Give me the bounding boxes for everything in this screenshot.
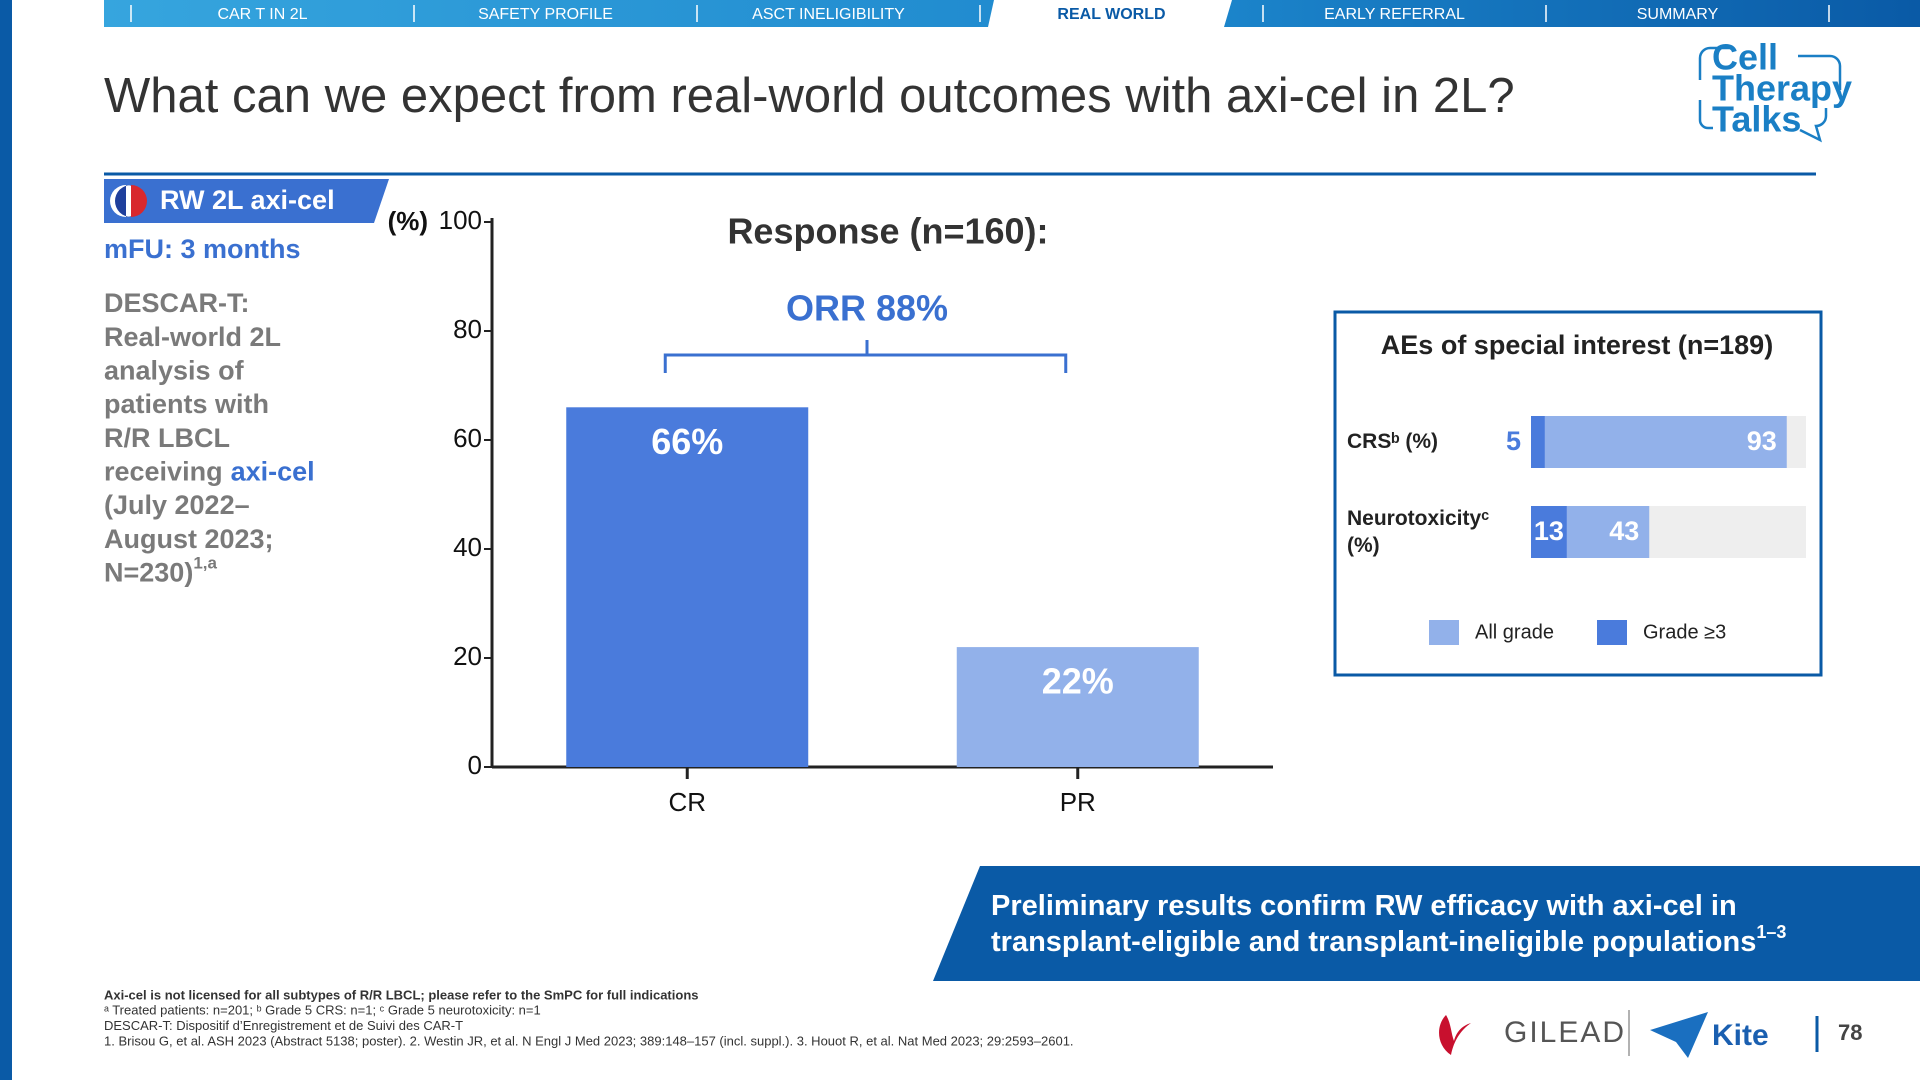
tag-text: RW 2L axi-cel xyxy=(160,185,335,215)
superscript: 1–3 xyxy=(1756,922,1786,942)
data-label: 66% xyxy=(651,421,723,462)
ae-box xyxy=(1333,310,1823,677)
y-tick-label: 100 xyxy=(439,205,482,235)
chart-title: Response (n=160): xyxy=(727,211,1048,252)
description-drug: axi-cel xyxy=(231,457,315,487)
banner-text: Preliminary results confirm RW efficacy … xyxy=(991,890,1737,922)
logo-bubble xyxy=(1698,100,1828,143)
followup: mFU: 3 months xyxy=(104,234,301,264)
superscript: 1,a xyxy=(193,554,217,573)
slide-title: What can we expect from real-world outco… xyxy=(104,69,1515,123)
x-tick-label: PR xyxy=(1060,787,1096,817)
legend-swatch xyxy=(1597,620,1627,645)
data-label: 93 xyxy=(1747,426,1777,456)
description-text: August 2023; xyxy=(104,524,274,554)
category-label: CRSᵇ (%) xyxy=(1347,430,1439,453)
nav-tab: SUMMARY xyxy=(1637,6,1719,23)
bar xyxy=(1531,416,1545,468)
y-tick-label: 0 xyxy=(468,750,482,780)
description-line: patients with xyxy=(104,389,269,419)
description-text: N=230) xyxy=(104,558,193,588)
data-label: 22% xyxy=(1042,661,1114,702)
nav-tab: ASCT INELIGIBILITY xyxy=(752,6,905,23)
description-text: receiving xyxy=(104,457,223,487)
x-tick-label: CR xyxy=(668,787,706,817)
footnote: ᵃ Treated patients: n=201; ᵇ Grade 5 CRS… xyxy=(104,1003,541,1018)
y-tick-label: 20 xyxy=(453,641,482,671)
banner-line: Preliminary results confirm RW efficacy … xyxy=(991,890,1737,922)
logo-bubble xyxy=(1698,46,1842,90)
logo-text: Cell xyxy=(1712,37,1778,78)
description-line: receiving axi-cel xyxy=(104,457,315,487)
data-label: 43 xyxy=(1609,516,1639,546)
bracket xyxy=(663,340,1068,373)
description-line: R/R LBCL xyxy=(104,423,230,453)
kite-logo: Kite xyxy=(1712,1019,1769,1052)
annotation: ORR 88% xyxy=(786,288,948,329)
description-line: analysis of xyxy=(104,356,245,386)
left-strip xyxy=(0,0,12,1080)
category-label: Neurotoxicityᶜ (%) xyxy=(1347,507,1490,557)
active-tab xyxy=(988,0,1232,27)
bar xyxy=(1531,416,1787,468)
legend-label: All grade xyxy=(1475,621,1554,643)
bar xyxy=(566,407,809,767)
y-tick-label: 80 xyxy=(453,314,482,344)
y-unit-label: (%) xyxy=(388,206,428,236)
y-tick-label: 40 xyxy=(453,532,482,562)
nav-tab: SAFETY PROFILE xyxy=(478,6,613,23)
bar xyxy=(1531,506,1567,558)
bar xyxy=(956,647,1199,767)
chart-title: AEs of special interest (n=189) xyxy=(1381,330,1773,360)
description-line: August 2023; xyxy=(104,524,274,554)
kite-mark xyxy=(1650,1012,1708,1058)
page-number: 78 xyxy=(1838,1020,1862,1045)
description-line: (July 2022– xyxy=(104,490,250,520)
legend-label: Grade ≥3 xyxy=(1643,621,1726,643)
flag-red xyxy=(131,185,147,217)
footnote: 1. Brisou G, et al. ASH 2023 (Abstract 5… xyxy=(104,1033,1074,1048)
tag-background xyxy=(104,179,389,223)
data-label: 13 xyxy=(1534,516,1564,546)
banner-text: transplant-eligible and transplant-ineli… xyxy=(991,926,1756,958)
y-tick-label: 60 xyxy=(453,423,482,453)
nav-tab: EARLY REFERRAL xyxy=(1324,6,1465,23)
footnote: Axi-cel is not licensed for all subtypes… xyxy=(104,987,699,1002)
footnote: DESCAR-T: Dispositif d’Enregistrement et… xyxy=(104,1018,463,1033)
description-text: (July 2022– xyxy=(104,490,250,520)
gilead-logo: GILEAD xyxy=(1504,1016,1626,1049)
description-line: N=230)1,a xyxy=(104,554,217,588)
banner-line: transplant-eligible and transplant-ineli… xyxy=(991,922,1786,958)
gilead-mark xyxy=(1439,1015,1471,1055)
data-label: 5 xyxy=(1506,426,1521,456)
banner-background xyxy=(933,866,1920,981)
logo-text: Therapy xyxy=(1712,68,1852,109)
nav-tab: CAR T IN 2L xyxy=(217,6,307,23)
nav-tab: REAL WORLD xyxy=(1057,6,1165,23)
flag-blue xyxy=(115,185,131,217)
logo-text: Talks xyxy=(1712,99,1801,140)
legend-swatch xyxy=(1429,620,1459,645)
description-line: DESCAR-T: xyxy=(104,288,250,318)
description-line: Real-world 2L xyxy=(104,322,281,352)
